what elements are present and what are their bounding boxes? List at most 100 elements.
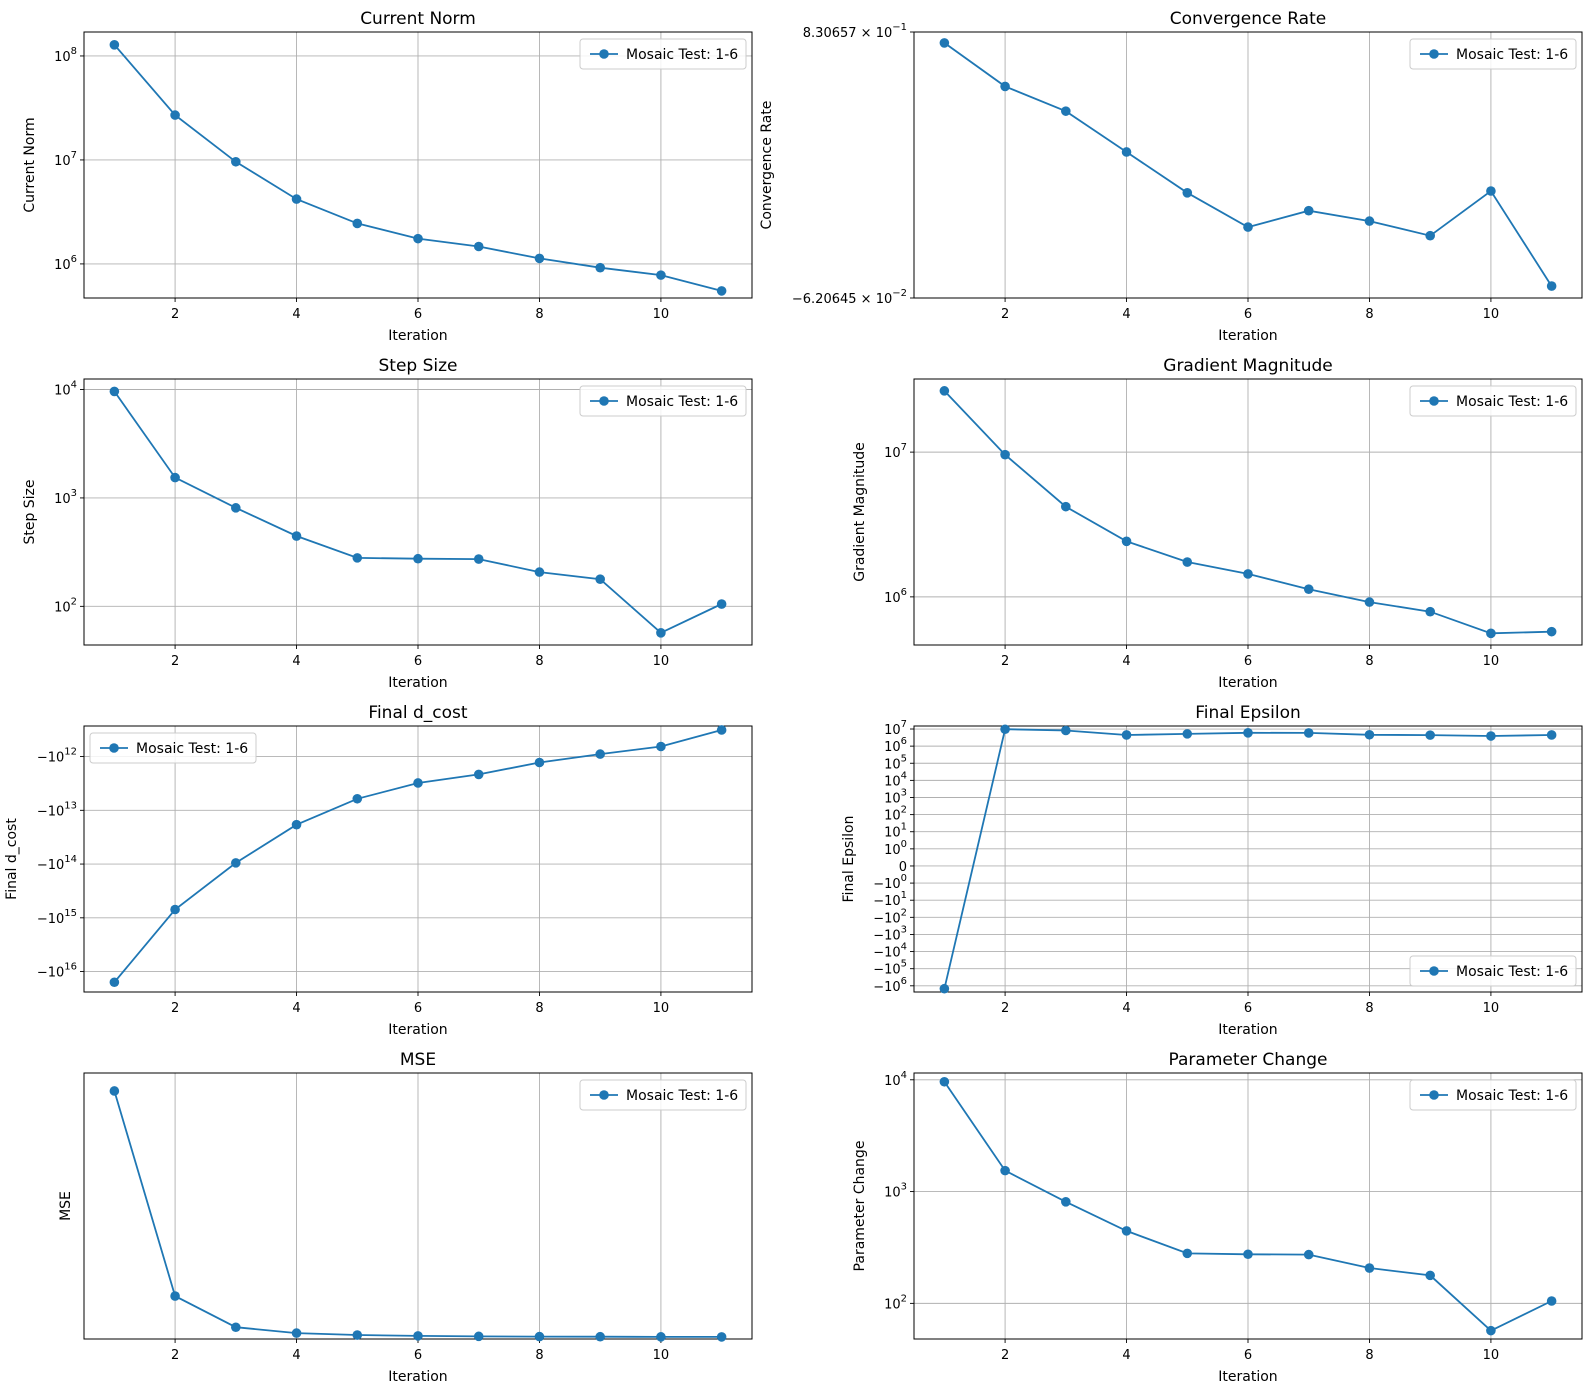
x-tick-label: 4 — [292, 654, 300, 669]
y-tick-label-base: 0 — [899, 860, 907, 875]
y-tick-label-exponent: 0 — [901, 873, 907, 884]
y-tick-label-base: 10 — [884, 774, 901, 789]
y-tick-label-exponent: 6 — [901, 976, 907, 987]
y-tick-label-base: 10 — [884, 1074, 901, 1089]
data-point — [473, 769, 484, 780]
x-tick-label: 8 — [535, 307, 543, 322]
x-tick-label: 2 — [171, 1348, 179, 1363]
y-tick-label: 107 — [884, 442, 907, 461]
data-point — [1182, 729, 1193, 739]
data-point — [1243, 222, 1253, 232]
data-point — [716, 599, 727, 609]
data-point — [595, 749, 605, 759]
data-point — [1425, 1270, 1435, 1281]
x-tick-label: 2 — [1001, 654, 1009, 669]
legend: Mosaic Test: 1-6 — [1409, 38, 1577, 70]
data-point — [534, 1331, 545, 1342]
y-tick-label-exponent: 14 — [64, 854, 77, 865]
legend-label: Mosaic Test: 1-6 — [626, 47, 738, 63]
data-point — [1243, 1249, 1253, 1260]
data-point — [170, 472, 180, 483]
legend: Mosaic Test: 1-6 — [1409, 1079, 1577, 1111]
data-point — [716, 1332, 727, 1342]
data-point — [1000, 449, 1010, 460]
legend-box — [1409, 38, 1577, 70]
x-axis-label: Iteration — [1218, 1369, 1277, 1385]
legend-marker — [599, 396, 609, 406]
legend-label: Mosaic Test: 1-6 — [136, 741, 248, 757]
y-tick-label-base: −10 — [873, 928, 900, 943]
axes-frame — [913, 378, 1583, 646]
y-tick-label-base: −6.20645 × 10 — [792, 292, 892, 307]
y-tick-label-base: −10 — [37, 858, 64, 873]
legend-marker — [1429, 396, 1439, 406]
y-tick-label: 105 — [884, 753, 907, 772]
y-tick-label: 103 — [54, 488, 77, 507]
y-tick-label: 108 — [54, 46, 77, 65]
y-tick-label-base: −10 — [873, 980, 900, 995]
data-point — [352, 793, 363, 804]
x-tick-label: 8 — [535, 1001, 543, 1016]
x-tick-label: 2 — [171, 1001, 179, 1016]
x-axis-label: Iteration — [388, 1369, 447, 1385]
data-point — [595, 574, 605, 584]
data-point — [595, 262, 605, 273]
y-tick-label: −100 — [873, 873, 907, 892]
y-tick-label-exponent: 6 — [71, 254, 77, 265]
axes-frame — [83, 31, 753, 299]
x-tick-label: 8 — [1365, 654, 1373, 669]
data-point — [1061, 725, 1071, 736]
y-tick-label-exponent: 4 — [71, 380, 77, 391]
data-point — [109, 1086, 120, 1096]
x-tick-label: 10 — [1483, 654, 1500, 669]
data-point — [413, 778, 423, 788]
data-point — [1182, 557, 1193, 567]
y-tick-label-base: −10 — [873, 877, 900, 892]
y-tick-label-exponent: 16 — [64, 962, 77, 973]
y-tick-label: 104 — [884, 770, 907, 789]
y-tick-label-base: 10 — [54, 384, 71, 399]
y-tick-label-exponent: 1 — [901, 890, 907, 901]
y-tick-label-base: 10 — [54, 258, 71, 273]
y-tick-label-base: −10 — [873, 894, 900, 909]
x-tick-label: 4 — [292, 307, 300, 322]
legend: Mosaic Test: 1-6 — [579, 1079, 747, 1111]
data-point — [413, 1331, 423, 1341]
y-tick-label: 107 — [54, 150, 77, 169]
y-tick-label-base: −10 — [873, 946, 900, 961]
chart-title: MSE — [400, 1050, 436, 1070]
data-point — [1364, 1263, 1375, 1273]
data-point — [1364, 216, 1375, 226]
y-tick-label: −1013 — [37, 800, 77, 819]
y-tick-label: 106 — [884, 587, 907, 606]
y-tick-label-exponent: 6 — [901, 736, 907, 747]
data-point — [1486, 186, 1496, 196]
y-tick-label-base: 10 — [884, 591, 901, 606]
data-point — [231, 503, 241, 513]
y-tick-label-exponent: 2 — [901, 907, 907, 918]
data-point — [534, 567, 545, 577]
y-axis-label: Gradient Magnitude — [852, 442, 868, 582]
data-point — [170, 904, 180, 915]
y-tick-label-exponent: 2 — [901, 805, 907, 816]
subplot-final_epsilon: 2 4 6 8 10−106−105−104−103−102−101−100010010… — [841, 703, 1583, 1038]
data-point — [1182, 1248, 1193, 1259]
data-point — [291, 531, 302, 541]
y-tick-label-exponent: −1 — [892, 22, 907, 33]
x-tick-label: 8 — [1365, 1348, 1373, 1363]
legend-marker — [109, 743, 119, 753]
legend: Mosaic Test: 1-6 — [89, 732, 257, 764]
data-point — [1303, 584, 1314, 594]
data-point — [473, 241, 484, 252]
legend-box — [579, 1079, 747, 1111]
y-tick-label: 8.30657 × 10−1 — [803, 22, 907, 41]
legend-marker — [1429, 966, 1439, 976]
chart-title: Convergence Rate — [1170, 9, 1326, 29]
y-tick-label-exponent: 4 — [901, 1070, 907, 1081]
data-point — [291, 819, 302, 830]
y-tick-label-exponent: 3 — [901, 787, 907, 798]
data-point — [1486, 731, 1496, 741]
